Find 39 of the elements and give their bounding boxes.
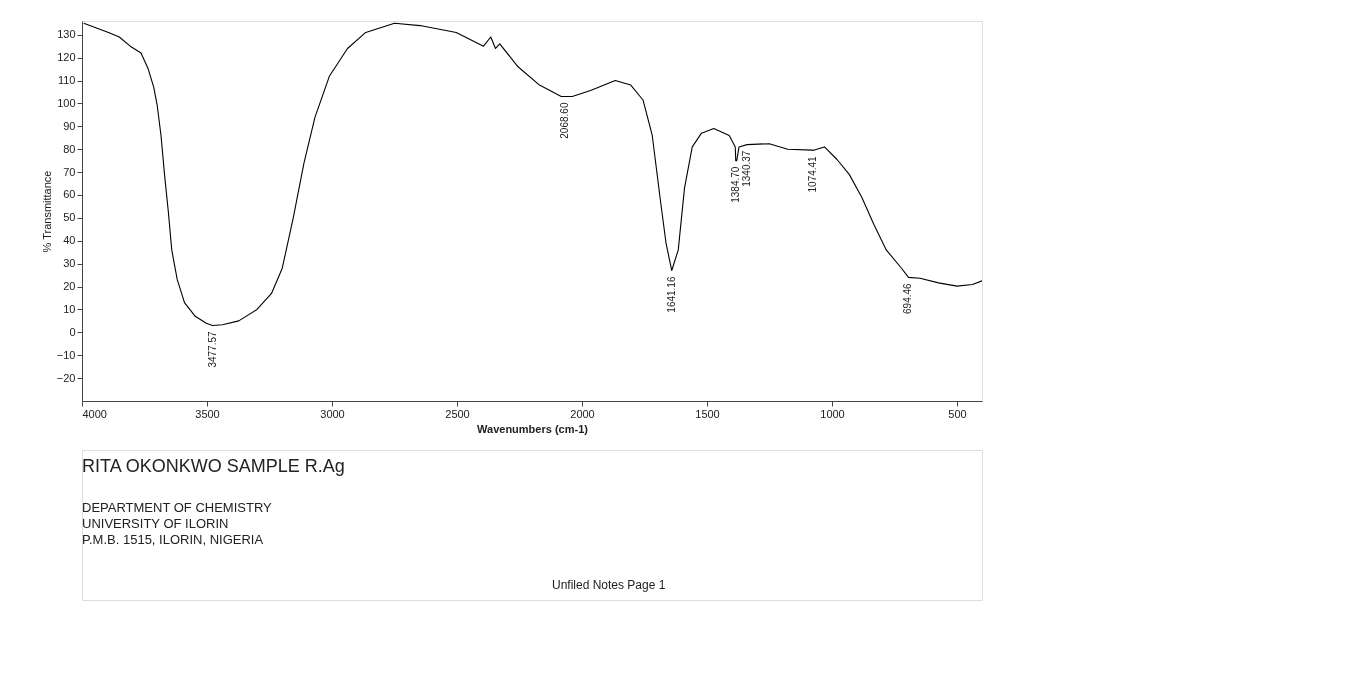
y-tick-label: 20 <box>63 280 76 293</box>
y-tick-label: 30 <box>63 257 76 270</box>
annotation: 1340.37 <box>740 150 752 187</box>
annotation: 3477.57 <box>206 331 218 368</box>
y-tick-label: 0 <box>69 325 76 338</box>
y-tick-label: 10 <box>63 302 76 315</box>
text: P.M.B. 1515, ILORIN, NIGERIA <box>82 532 264 547</box>
x-axis-title: Wavenumbers (cm-1) <box>477 422 589 435</box>
annotation: 1641.16 <box>665 276 677 313</box>
y-tick-label: 60 <box>63 188 76 201</box>
y-tick-label: −20 <box>56 371 76 384</box>
y-axis-title: % Transmittance <box>40 170 53 253</box>
y-tick-label: 50 <box>63 211 76 224</box>
text: UNIVERSITY OF ILORIN <box>82 516 229 531</box>
y-tick-label: 120 <box>57 51 76 64</box>
y-tick-label: 90 <box>63 119 76 132</box>
y-tick-label: 80 <box>63 142 76 155</box>
y-tick-label: 130 <box>57 28 76 41</box>
annotation: 694.46 <box>902 282 914 314</box>
x-tick-label: 1000 <box>820 407 845 420</box>
x-tick-label: 3500 <box>195 407 220 420</box>
x-tick-label: 1500 <box>695 407 720 420</box>
text: DEPARTMENT OF CHEMISTRY <box>82 500 273 515</box>
text: RITA OKONKWO SAMPLE R.Ag <box>82 456 345 476</box>
y-tick-label: −10 <box>56 348 76 361</box>
annotation: 2068.60 <box>558 102 570 139</box>
line-series <box>83 22 982 327</box>
x-tick-label: 2000 <box>570 407 595 420</box>
text: Unfiled Notes Page 1 <box>552 578 666 592</box>
x-tick-label: 2500 <box>445 407 470 420</box>
y-tick-label: 40 <box>63 234 76 247</box>
annotation: 1074.41 <box>807 155 819 193</box>
x-tick-label: 4000 <box>82 407 107 420</box>
annotation: 1384.70 <box>729 166 741 203</box>
x-tick-label: 500 <box>948 407 967 420</box>
y-tick-label: 100 <box>57 96 76 109</box>
y-tick-label: 70 <box>63 165 76 178</box>
y-tick-label: 110 <box>57 74 76 87</box>
x-tick-label: 3000 <box>320 407 345 420</box>
